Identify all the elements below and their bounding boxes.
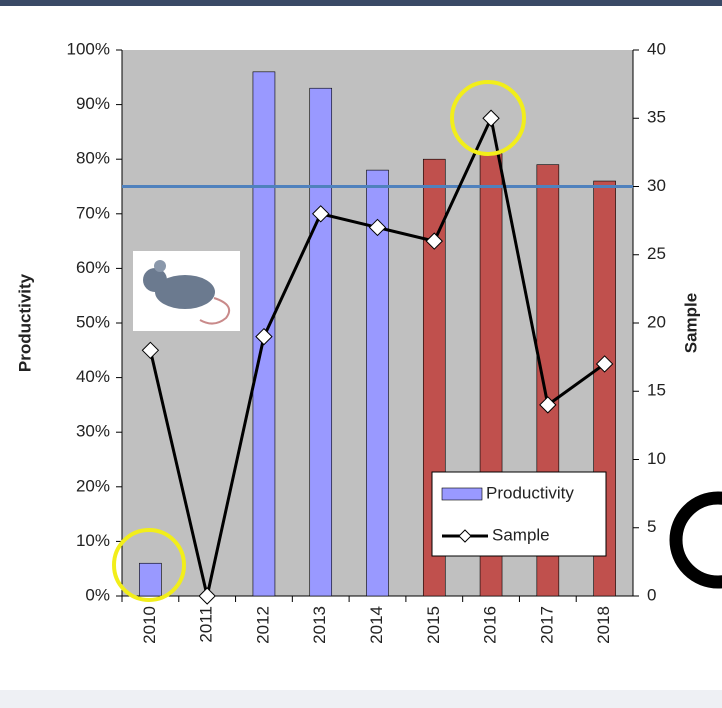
x-tick-label: 2017 xyxy=(537,606,556,644)
cursor-ring xyxy=(669,491,722,589)
y-tick-label: 90% xyxy=(76,94,110,113)
x-tick-label: 2014 xyxy=(367,606,386,644)
legend: Productivity Sample xyxy=(431,471,607,557)
y-tick-label: 70% xyxy=(76,203,110,222)
highlight-circle xyxy=(450,80,526,156)
marker xyxy=(595,355,614,373)
legend-marker xyxy=(458,529,472,543)
y-axis-title: Productivity xyxy=(15,273,34,372)
bar xyxy=(139,562,162,597)
bar xyxy=(309,87,333,597)
legend-label: Productivity xyxy=(486,483,574,502)
y2-tick-label: 20 xyxy=(647,312,666,331)
y-tick-label: 20% xyxy=(76,476,110,495)
y-tick-label: 50% xyxy=(76,312,110,331)
marker xyxy=(425,232,443,250)
y2-tick-label: 25 xyxy=(647,244,666,263)
y2-axis-title: Sample xyxy=(681,293,700,353)
y-tick-label: 10% xyxy=(76,531,110,550)
y2-tick-label: 10 xyxy=(647,449,666,468)
legend-box xyxy=(431,471,607,557)
x-tick-label: 2013 xyxy=(310,606,329,644)
mouse-body xyxy=(155,275,215,309)
x-tick-label: 2015 xyxy=(424,606,443,644)
marker xyxy=(368,218,387,237)
y2-tick-label: 35 xyxy=(647,108,666,127)
highlight-circle xyxy=(112,528,186,602)
legend-label: Sample xyxy=(492,525,550,544)
y-tick-label: 40% xyxy=(76,367,110,386)
x-tick-label: 2016 xyxy=(481,606,500,644)
mouse-ear xyxy=(154,260,166,272)
bar xyxy=(366,169,389,597)
x-tick-label: 2018 xyxy=(594,606,613,644)
x-tick-label: 2012 xyxy=(253,606,272,644)
top-bar xyxy=(0,0,722,6)
mouse-head xyxy=(143,268,167,292)
marker xyxy=(255,327,273,346)
legend-swatch xyxy=(441,487,483,501)
mouse-image xyxy=(133,251,240,331)
y-tick-label: 30% xyxy=(76,422,110,441)
y-tick-label: 80% xyxy=(76,149,110,168)
y2-tick-label: 30 xyxy=(647,176,666,195)
y-tick-label: 0% xyxy=(85,585,110,604)
bottom-strip xyxy=(0,690,722,708)
marker xyxy=(141,341,160,360)
x-tick-label: 2011 xyxy=(197,606,216,643)
y2-tick-label: 0 xyxy=(647,585,656,604)
marker xyxy=(198,587,216,605)
y2-tick-label: 15 xyxy=(647,381,666,400)
y2-tick-label: 40 xyxy=(647,39,666,58)
marker xyxy=(312,205,330,223)
marker xyxy=(539,396,557,414)
y2-tick-label: 5 xyxy=(647,517,656,536)
x-tick-label: 2010 xyxy=(140,606,159,644)
mouse-tail xyxy=(199,297,230,325)
marker xyxy=(482,109,500,127)
y-tick-label: 60% xyxy=(76,258,110,277)
y-tick-label: 100% xyxy=(67,39,110,58)
